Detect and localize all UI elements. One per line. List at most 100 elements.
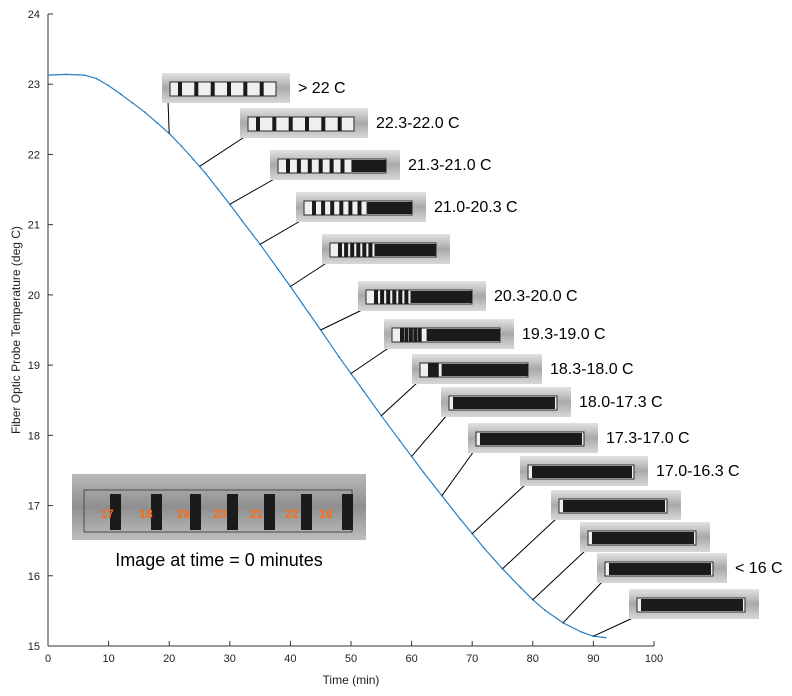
strip-dark-band: [344, 243, 349, 257]
strip-dark-band: [350, 243, 355, 257]
connector-line: [290, 261, 329, 287]
inset-dark-band: [301, 494, 312, 530]
strip-dark-band: [398, 290, 403, 304]
strip-dark-band: [318, 159, 323, 173]
strip-image: [270, 150, 400, 180]
inset-dark-band: [342, 494, 353, 530]
x-tick-label: 50: [345, 653, 357, 665]
temperature-data-point: [180, 145, 183, 147]
connector-line: [471, 483, 527, 534]
temperature-data-point: [216, 188, 219, 190]
temperature-data-point: [277, 268, 280, 271]
strip-image: [580, 522, 710, 552]
strip-images: [162, 73, 759, 619]
strip-dark-band: [286, 159, 290, 173]
y-tick-label: 15: [28, 641, 40, 653]
temperature-data-point: [544, 609, 546, 612]
temperature-data-point: [604, 636, 607, 639]
strip-dark-band: [374, 290, 378, 304]
strip-dark-band: [441, 364, 528, 376]
strip-image: [240, 108, 368, 138]
connector-line: [229, 177, 277, 205]
temperature-data-point: [47, 74, 49, 76]
inset-image: 17 18 19 20 21 22 16 Image at time = 0 minutes: [72, 474, 366, 570]
strip-image: [322, 234, 450, 264]
connector-line: [167, 100, 170, 134]
temperature-data-point: [107, 84, 110, 87]
temperature-data-point: [459, 518, 461, 520]
x-tick-label: 30: [224, 653, 236, 665]
inset-segment-numbers: 17 18 19 20 21 22 16: [100, 507, 333, 521]
strip-dark-band: [432, 363, 437, 377]
connector-line: [199, 135, 247, 167]
strip-dark-band: [227, 82, 231, 96]
connector-line: [259, 219, 303, 245]
strip-dark-band: [592, 532, 694, 544]
temperature-data-point: [95, 77, 98, 80]
x-tick-label: 90: [587, 653, 599, 665]
connector-line: [380, 381, 419, 417]
temperature-data-point: [156, 121, 159, 124]
temperature-data-point: [580, 631, 583, 633]
temperature-series-line: [47, 73, 606, 639]
strip-temperature-label: > 22 C: [298, 80, 346, 97]
x-tick-label: 100: [645, 653, 663, 665]
strip-temperature-label: 20.3-20.0 C: [494, 288, 578, 305]
temperature-data-point: [301, 303, 304, 305]
strip-image: [629, 589, 759, 619]
temperature-data-point: [192, 158, 195, 161]
strip-image: [162, 73, 290, 103]
connector-line: [502, 517, 558, 570]
strip-dark-band: [178, 82, 182, 96]
strip-dark-band: [362, 243, 367, 257]
strip-dark-band: [408, 328, 413, 342]
inset-segment-number: 18: [139, 507, 153, 521]
strip-dark-band: [368, 243, 373, 257]
temperature-data-point: [144, 111, 146, 114]
strip-dark-band: [480, 433, 582, 445]
y-tick-label: 19: [28, 360, 40, 372]
inset-segment-number: 21: [249, 507, 263, 521]
strip-dark-band: [243, 82, 248, 96]
strip-dark-band: [357, 201, 362, 215]
connector-line: [350, 346, 391, 374]
x-tick-label: 0: [45, 653, 51, 665]
temperature-data-point: [422, 471, 425, 474]
strip-dark-band: [434, 363, 439, 377]
temperature-data-point: [119, 93, 122, 95]
strip-temperature-label: 22.3-22.0 C: [376, 115, 460, 132]
connector-line: [562, 580, 604, 624]
y-tick-label: 20: [28, 290, 40, 302]
x-tick-label: 10: [102, 653, 114, 665]
strip-dark-band: [356, 243, 361, 257]
connector-line: [441, 450, 475, 496]
y-tick-label: 22: [28, 149, 40, 161]
strip-dark-band: [339, 201, 344, 215]
inset-dark-band: [110, 494, 121, 530]
y-tick-label: 23: [28, 79, 40, 91]
inset-dark-band: [190, 494, 201, 530]
temperature-data-point: [83, 74, 86, 76]
inset-segment-number: 22: [285, 507, 299, 521]
strip-temperature-label: 17.3-17.0 C: [606, 430, 690, 447]
strip-temperature-label: 17.0-16.3 C: [656, 463, 740, 480]
strip-dark-band: [374, 244, 436, 256]
strip-dark-band: [312, 201, 316, 215]
strip-dark-band: [453, 397, 555, 409]
inset-caption: Image at time = 0 minutes: [115, 550, 323, 570]
strip-dark-band: [426, 329, 500, 341]
strip-temperature-label: < 16 C: [735, 560, 783, 577]
strip-temperature-label: 21.0-20.3 C: [434, 199, 518, 216]
strip-dark-band: [641, 599, 743, 611]
strip-dark-band: [430, 363, 435, 377]
strip-dark-band: [348, 201, 353, 215]
strip-dark-band: [210, 82, 215, 96]
strip-dark-band: [417, 328, 422, 342]
temperature-data-point: [398, 439, 401, 442]
strip-image: [296, 192, 426, 222]
y-tick-label: 18: [28, 430, 40, 442]
strip-dark-band: [380, 290, 385, 304]
strip-dark-band: [386, 290, 391, 304]
y-ticks: 15 16 17 18 19 20 21 22 23 24: [28, 9, 53, 653]
